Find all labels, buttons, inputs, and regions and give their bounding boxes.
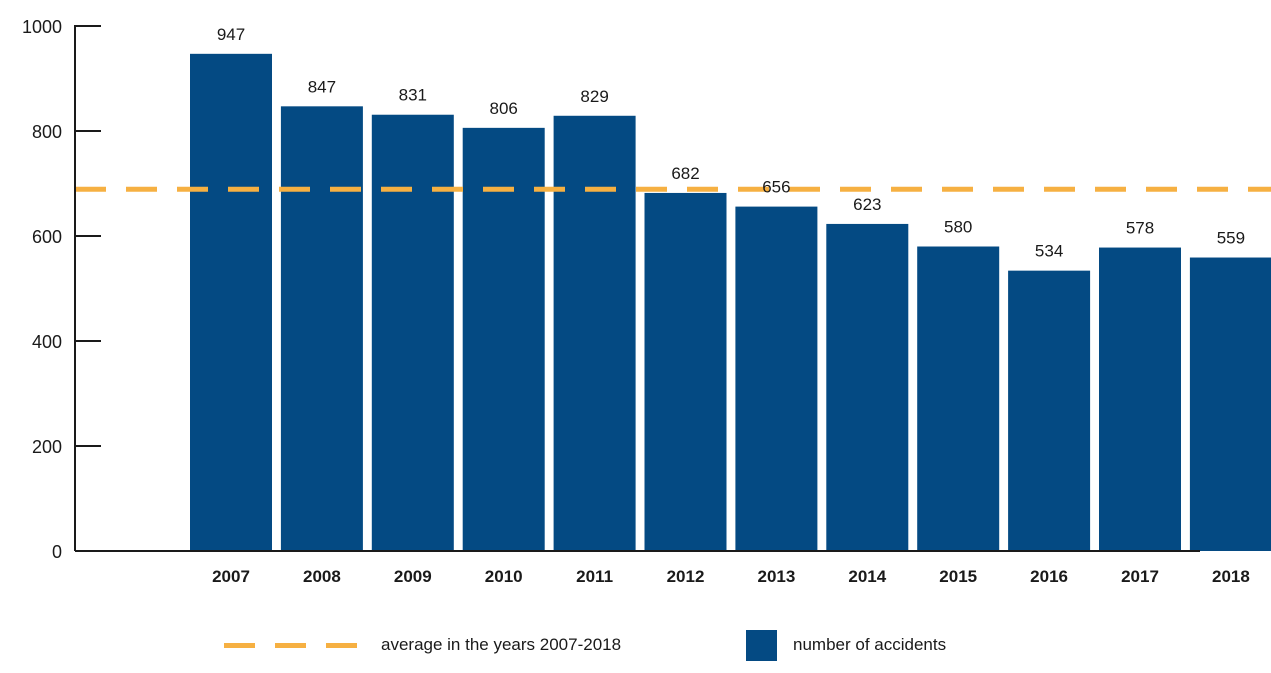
x-tick-label-2012: 2012 — [667, 567, 705, 586]
legend: average in the years 2007-2018 — [224, 630, 621, 660]
x-tick-label-2010: 2010 — [485, 567, 523, 586]
x-tick-label-2009: 2009 — [394, 567, 432, 586]
data-label-2016: 534 — [1035, 242, 1063, 261]
y-tick-label-800: 800 — [32, 122, 62, 142]
x-tick-label-2018: 2018 — [1212, 567, 1250, 586]
y-tick-label-600: 600 — [32, 227, 62, 247]
bar-2010 — [462, 127, 545, 551]
y-tick-label-400: 400 — [32, 332, 62, 352]
x-tick-label-2008: 2008 — [303, 567, 341, 586]
data-label-2014: 623 — [853, 195, 881, 214]
data-label-2009: 831 — [399, 86, 427, 105]
y-tick-label-200: 200 — [32, 437, 62, 457]
x-tick-label-2007: 2007 — [212, 567, 250, 586]
data-label-2010: 806 — [490, 99, 518, 118]
legend-bars-label: number of accidents — [793, 635, 947, 654]
bar-2009 — [371, 114, 454, 551]
data-label-2013: 656 — [762, 178, 790, 197]
bar-2007 — [190, 53, 272, 551]
legend-average-swatch — [224, 642, 359, 648]
legend-bars: number of accidents — [746, 629, 947, 661]
x-tick-label-2011: 2011 — [576, 567, 613, 586]
x-tick-label-2015: 2015 — [939, 567, 977, 586]
bar-2013 — [735, 206, 818, 551]
bar-2012 — [644, 192, 727, 551]
data-label-2008: 847 — [308, 77, 336, 96]
data-label-2018: 559 — [1217, 229, 1245, 248]
y-tick-label-0: 0 — [52, 542, 62, 562]
bar-2008 — [280, 106, 363, 551]
bar-2016 — [1008, 270, 1091, 551]
x-tick-label-2013: 2013 — [757, 567, 795, 586]
data-label-2017: 578 — [1126, 219, 1154, 238]
bar-2014 — [826, 223, 909, 552]
x-tick-label-2014: 2014 — [848, 567, 886, 586]
x-tick-label-2017: 2017 — [1121, 567, 1159, 586]
data-label-2011: 829 — [580, 87, 608, 106]
bar-2015 — [917, 246, 1000, 551]
bar-2017 — [1099, 247, 1181, 552]
legend-bars-swatch — [746, 629, 777, 661]
legend-average-label: average in the years 2007-2018 — [381, 635, 622, 654]
data-label-2015: 580 — [944, 218, 972, 237]
y-tick-label-1000: 1000 — [22, 17, 62, 37]
data-label-2012: 682 — [671, 164, 699, 183]
bar-2018 — [1189, 257, 1271, 551]
data-label-2007: 947 — [217, 25, 245, 44]
x-tick-label-2016: 2016 — [1030, 567, 1068, 586]
bar-2011 — [553, 115, 636, 552]
